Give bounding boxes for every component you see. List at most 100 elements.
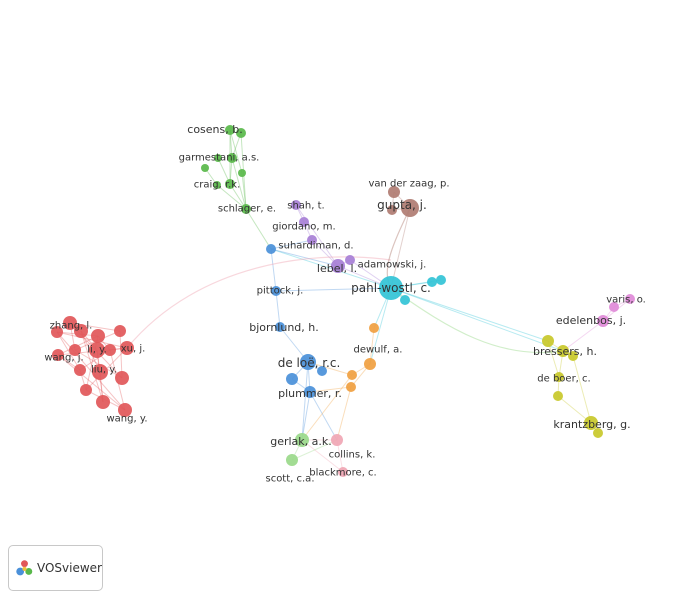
node-g2[interactable] xyxy=(214,154,222,162)
label-schlager[interactable]: schlager, e. xyxy=(218,204,276,215)
label-blackmore[interactable]: blackmore, c. xyxy=(309,468,376,479)
node-r3[interactable] xyxy=(74,324,88,338)
node-edelenbos[interactable] xyxy=(597,315,609,327)
node-varis[interactable] xyxy=(625,294,635,304)
label-edelenbos[interactable]: edelenbos, j. xyxy=(556,314,626,327)
network-edge xyxy=(301,439,344,473)
node-lebel[interactable] xyxy=(331,259,345,273)
node-bressers[interactable] xyxy=(557,345,569,357)
node-liuy[interactable] xyxy=(92,364,108,380)
node-cy2[interactable] xyxy=(427,277,437,287)
node-bl3[interactable] xyxy=(286,373,298,385)
node-o3[interactable] xyxy=(347,370,357,380)
label-zhang[interactable]: zhang, l. xyxy=(50,321,93,332)
label-lebel[interactable]: lebel, l. xyxy=(317,262,357,275)
label-giordano[interactable]: giordano, m. xyxy=(272,222,335,233)
label-collins[interactable]: collins, k. xyxy=(329,450,376,461)
label-cosens[interactable]: cosens, b. xyxy=(187,123,242,136)
node-bjornlund[interactable] xyxy=(275,322,285,332)
node-o4[interactable] xyxy=(346,382,356,392)
node-xuj[interactable] xyxy=(120,341,134,355)
node-liy[interactable] xyxy=(89,342,105,358)
label-plummer[interactable]: plummer, r. xyxy=(278,387,342,400)
label-gerlak[interactable]: gerlak, a.k. xyxy=(270,435,332,448)
vosviewer-logo[interactable]: VOSviewer xyxy=(8,545,103,591)
node-y2[interactable] xyxy=(542,335,554,347)
label-wangy[interactable]: wang, y. xyxy=(106,414,147,425)
node-gerlak[interactable] xyxy=(295,433,309,447)
node-bl2[interactable] xyxy=(317,366,327,376)
label-bressers[interactable]: bressers, h. xyxy=(533,345,597,358)
node-y3[interactable] xyxy=(568,351,578,361)
node-m2[interactable] xyxy=(609,302,619,312)
label-wangj[interactable]: wang, j. xyxy=(44,353,83,364)
label-adamowski[interactable]: adamowski, j. xyxy=(358,260,427,271)
node-gupta[interactable] xyxy=(401,199,419,217)
node-r10[interactable] xyxy=(80,384,92,396)
node-cosens2[interactable] xyxy=(236,128,246,138)
label-liy[interactable]: li, y. xyxy=(87,345,107,356)
label-garmestani[interactable]: garmestani, a.s. xyxy=(179,153,260,164)
node-garmestani[interactable] xyxy=(227,153,237,163)
node-r11[interactable] xyxy=(96,395,110,409)
node-y4[interactable] xyxy=(553,391,563,401)
node-r9[interactable] xyxy=(115,371,129,385)
network-edge xyxy=(295,204,339,267)
node-y5[interactable] xyxy=(593,428,603,438)
node-pahlwostl[interactable] xyxy=(379,276,403,300)
node-cy3[interactable] xyxy=(436,275,446,285)
label-deboer[interactable]: de boer, c. xyxy=(537,374,590,385)
label-pittock[interactable]: pittock, j. xyxy=(257,286,304,297)
label-deloe[interactable]: de loë, r.c. xyxy=(278,356,341,370)
node-vanderzaag[interactable] xyxy=(388,186,400,198)
node-schlager[interactable] xyxy=(241,204,251,214)
label-krantzberg[interactable]: krantzberg, g. xyxy=(553,418,630,431)
node-g5[interactable] xyxy=(238,169,246,177)
node-p2[interactable] xyxy=(345,255,355,265)
node-blackmore[interactable] xyxy=(338,467,348,477)
label-gupta[interactable]: gupta, j. xyxy=(377,198,427,212)
node-deloe[interactable] xyxy=(300,354,316,370)
node-r7[interactable] xyxy=(104,344,116,356)
node-r8[interactable] xyxy=(74,364,86,376)
node-collins[interactable] xyxy=(331,434,343,446)
node-g4[interactable] xyxy=(213,181,221,189)
label-varis[interactable]: varis, o. xyxy=(606,295,646,306)
node-deboer[interactable] xyxy=(554,372,564,382)
node-giordano[interactable] xyxy=(299,217,309,227)
label-liuy[interactable]: liu, y. xyxy=(91,365,117,376)
label-pahlwostl[interactable]: pahl-wostl, c. xyxy=(351,281,431,295)
label-craig[interactable]: craig, r.k. xyxy=(194,180,241,191)
node-pittock[interactable] xyxy=(271,286,281,296)
node-cosens[interactable] xyxy=(225,125,235,135)
label-dewulf[interactable]: dewulf, a. xyxy=(354,345,403,356)
node-craig[interactable] xyxy=(225,179,235,189)
node-r6[interactable] xyxy=(69,344,81,356)
node-b_hub[interactable] xyxy=(266,244,276,254)
node-scott[interactable] xyxy=(286,454,298,466)
node-b2[interactable] xyxy=(387,205,397,215)
label-vanderzaag[interactable]: van der zaag, p. xyxy=(368,179,449,190)
node-o2[interactable] xyxy=(369,323,379,333)
label-bjornlund[interactable]: bjornlund, h. xyxy=(249,321,319,334)
vosviewer-logo-icon xyxy=(16,560,33,576)
label-xuj[interactable]: xu, j. xyxy=(121,344,146,355)
node-zhang[interactable] xyxy=(63,316,77,330)
node-r5[interactable] xyxy=(114,325,126,337)
label-suhardiman[interactable]: suhardiman, d. xyxy=(278,241,353,252)
label-shah[interactable]: shah, t. xyxy=(287,201,324,212)
node-dewulf[interactable] xyxy=(364,358,376,370)
node-cy4[interactable] xyxy=(400,295,410,305)
label-scott[interactable]: scott, c.a. xyxy=(265,474,314,485)
node-wangy[interactable] xyxy=(118,403,132,417)
network-edge xyxy=(126,256,392,349)
node-suhardiman[interactable] xyxy=(307,235,317,245)
node-g3[interactable] xyxy=(201,164,209,172)
node-r4[interactable] xyxy=(91,329,105,343)
node-wangj[interactable] xyxy=(52,349,64,361)
node-krantzberg[interactable] xyxy=(584,416,598,430)
node-r2[interactable] xyxy=(51,326,63,338)
node-shah[interactable] xyxy=(291,200,301,210)
node-plummer[interactable] xyxy=(304,386,316,398)
